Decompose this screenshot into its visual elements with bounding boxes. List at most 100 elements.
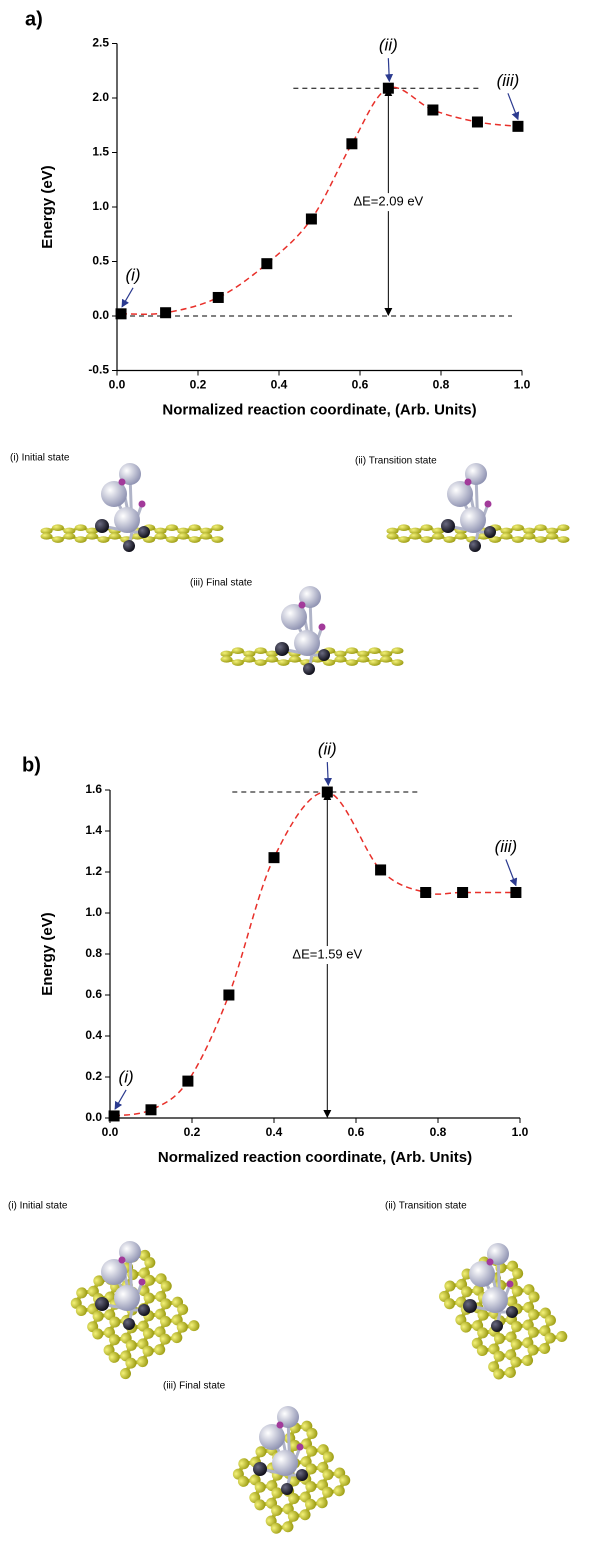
y-tick-label: -0.5 [88,363,109,377]
panel-label: a) [25,8,43,30]
carbon-atom [75,536,87,543]
state-arrow [115,1090,126,1109]
state-arrow [122,288,133,307]
carbon-atom [189,536,201,543]
adsorbate-atom [123,540,135,552]
y-tick-label: 2.0 [92,90,109,104]
data-point [109,1110,120,1121]
adsorbate-atom [119,1257,126,1264]
carbon-atom [398,524,410,531]
carbon-atom [98,536,110,543]
adsorbate-atom [281,1483,293,1495]
adsorbate-atom [95,519,109,533]
carbon-atom [166,536,178,543]
adsorbate-atom [294,630,320,656]
carbon-atom [75,524,87,531]
adsorbate-atom [95,1297,109,1311]
data-point [510,887,521,898]
x-tick-label: 0.6 [348,1125,365,1139]
carbon-atom [501,533,513,540]
carbon-atom [41,533,53,540]
x-axis-label: Normalized reaction coordinate, (Arb. Un… [158,1149,472,1166]
carbon-atom [189,524,201,531]
carbon-atom [212,524,224,531]
carbon-atom [523,533,535,540]
adsorbate-atom [299,602,306,609]
data-point [383,83,394,94]
adsorbate-atom [275,642,289,656]
y-tick-label: 1.2 [85,864,102,878]
carbon-atom [369,659,381,666]
carbon-atom [255,659,267,666]
data-point [116,308,127,319]
adsorbate-atom [119,479,126,486]
carbon-atom [357,656,369,663]
y-tick-label: 0.5 [92,254,109,268]
x-tick-label: 0.8 [430,1125,447,1139]
delta-label: ΔE=2.09 eV [353,194,423,209]
adsorbate-atom [253,1462,267,1476]
y-tick-label: 2.5 [92,36,109,50]
state-annotation: (iii) [495,837,518,856]
data-point [512,121,523,132]
state-arrow [327,762,328,785]
carbon-atom [278,659,290,666]
state-annotation: (iii) [497,71,520,90]
x-tick-label: 0.0 [109,378,126,392]
adsorbate-atom [487,1259,494,1266]
adsorbate-atom [297,1444,304,1451]
carbon-atom [455,533,467,540]
adsorbate-atom [485,501,492,508]
y-tick-label: 0.0 [92,308,109,322]
data-point [269,852,280,863]
state-arrow [388,58,389,81]
adsorbate-atom [272,1450,298,1476]
adsorbate-atom [506,1306,518,1318]
x-tick-label: 0.6 [352,378,369,392]
fit-curve [121,87,518,314]
carbon-atom [546,533,558,540]
carbon-atom [52,524,64,531]
structure-image [228,1414,356,1540]
structure-label: (iii) Final state [190,578,253,589]
adsorbate-atom [296,1469,308,1481]
structure-label: (ii) Transition state [355,456,437,467]
y-tick-label: 0.2 [85,1069,102,1083]
carbon-atom [155,533,167,540]
carbon-atom [232,659,244,666]
data-point [472,116,483,127]
carbon-atom [346,647,358,654]
carbon-atom [63,533,75,540]
carbon-atom [432,533,444,540]
x-tick-label: 0.4 [271,378,288,392]
adsorbate-atom [138,1304,150,1316]
adsorbate-atom [139,1279,146,1286]
carbon-atom [535,524,547,531]
carbon-atom [512,536,524,543]
carbon-atom [200,533,212,540]
carbon-atom [255,647,267,654]
y-axis-label: Energy (eV) [39,165,56,248]
adsorbate-atom [491,1320,503,1332]
state-arrow [508,93,518,119]
carbon-atom [243,656,255,663]
data-point [346,138,357,149]
figure: a)-0.50.00.51.01.52.02.50.00.20.40.60.81… [0,0,595,1550]
adsorbate-atom [319,624,326,631]
data-point [223,990,234,1001]
y-tick-label: 0.0 [85,1110,102,1124]
y-tick-label: 0.6 [85,987,102,1001]
state-annotation: (ii) [318,740,337,759]
carbon-atom [232,647,244,654]
data-point [322,787,333,798]
carbon-atom [266,656,278,663]
y-tick-label: 1.5 [92,145,109,159]
adsorbate-atom [303,663,315,675]
carbon-atom [558,536,570,543]
adsorbate-atom [482,1287,508,1313]
adsorbate-atom [465,479,472,486]
x-tick-label: 0.8 [433,378,450,392]
carbon-atom [409,533,421,540]
carbon-atom [392,659,404,666]
data-point [160,307,171,318]
